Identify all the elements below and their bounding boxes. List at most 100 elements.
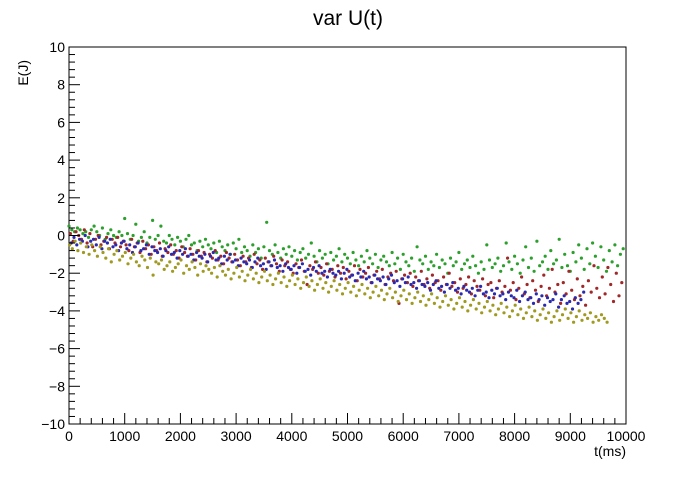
data-point-s4 xyxy=(560,313,565,317)
data-point-s3 xyxy=(147,252,151,256)
data-point-s1 xyxy=(287,245,291,249)
data-point-s3 xyxy=(364,277,368,281)
data-point-s3 xyxy=(200,256,204,260)
data-point-s4 xyxy=(154,260,158,264)
data-point-s2 xyxy=(130,237,134,241)
data-point-s3 xyxy=(559,298,564,302)
data-point-s4 xyxy=(535,318,540,322)
data-point-s4 xyxy=(310,279,314,283)
data-point-s4 xyxy=(196,273,200,277)
data-point-s1 xyxy=(295,258,299,262)
data-point-s2 xyxy=(141,239,145,243)
data-point-s3 xyxy=(359,275,363,279)
data-point-s3 xyxy=(253,260,257,264)
data-point-s1 xyxy=(273,243,277,247)
data-point-s3 xyxy=(91,237,96,241)
data-point-s1 xyxy=(284,252,288,256)
data-point-s3 xyxy=(178,249,182,253)
data-point-s2 xyxy=(467,275,471,279)
data-point-s4 xyxy=(421,294,425,298)
data-points xyxy=(67,216,625,324)
data-point-s2 xyxy=(533,288,538,292)
data-point-s4 xyxy=(315,282,319,287)
data-point-s2 xyxy=(347,269,351,273)
data-point-s3 xyxy=(509,294,513,298)
data-point-s2 xyxy=(313,260,318,264)
data-point-s1 xyxy=(410,256,414,260)
data-point-s3 xyxy=(306,267,310,271)
data-point-s3 xyxy=(292,264,296,268)
data-point-s4 xyxy=(477,301,481,305)
data-point-s1 xyxy=(162,239,166,243)
data-point-s4 xyxy=(555,309,559,313)
data-point-s4 xyxy=(118,258,122,262)
data-point-s1 xyxy=(362,260,366,264)
data-point-s3 xyxy=(345,267,349,271)
data-point-s3 xyxy=(289,267,293,271)
data-point-s1 xyxy=(306,252,311,256)
data-point-s2 xyxy=(180,245,184,249)
data-point-s4 xyxy=(513,303,517,307)
data-point-s4 xyxy=(494,313,498,317)
data-point-s2 xyxy=(578,294,582,298)
data-point-s3 xyxy=(501,292,505,296)
data-point-s1 xyxy=(237,237,241,241)
data-point-s2 xyxy=(592,264,596,268)
data-point-s2 xyxy=(166,250,170,255)
data-point-s1 xyxy=(334,254,338,258)
data-point-s2 xyxy=(464,282,468,287)
data-point-s1 xyxy=(164,241,169,245)
data-point-s1 xyxy=(596,265,600,270)
data-point-s4 xyxy=(418,299,423,304)
data-point-s3 xyxy=(570,307,575,311)
data-point-s1 xyxy=(474,264,478,268)
data-point-s3 xyxy=(456,286,460,290)
data-point-s3 xyxy=(451,281,455,285)
data-point-s1 xyxy=(532,269,536,273)
data-point-s2 xyxy=(472,279,476,283)
data-point-s4 xyxy=(193,265,197,270)
data-point-s1 xyxy=(602,258,606,262)
data-point-s1 xyxy=(318,249,322,253)
data-point-s3 xyxy=(554,292,558,296)
data-point-s2 xyxy=(581,284,585,288)
data-point-s2 xyxy=(531,279,535,283)
data-point-s3 xyxy=(197,254,201,258)
data-point-s1 xyxy=(482,267,486,271)
data-point-s3 xyxy=(395,279,399,283)
data-point-s1 xyxy=(404,260,408,264)
data-point-s3 xyxy=(526,298,530,302)
data-point-s1 xyxy=(443,262,447,266)
data-point-s2 xyxy=(584,303,588,307)
data-point-s4 xyxy=(254,271,258,275)
data-point-s2 xyxy=(299,258,304,262)
data-point-s1 xyxy=(343,252,347,256)
data-point-s4 xyxy=(288,279,292,283)
data-point-s3 xyxy=(217,256,221,260)
data-point-s3 xyxy=(208,254,213,258)
data-point-s4 xyxy=(346,281,350,285)
data-point-s4 xyxy=(182,271,186,275)
data-point-s4 xyxy=(109,260,113,264)
data-point-s3 xyxy=(133,245,137,249)
data-point-s1 xyxy=(301,247,305,251)
data-point-s3 xyxy=(378,279,382,283)
data-point-s3 xyxy=(72,235,76,239)
data-point-s4 xyxy=(416,290,420,294)
data-point-s2 xyxy=(570,288,574,292)
data-point-s2 xyxy=(514,298,518,302)
data-point-s4 xyxy=(443,294,448,298)
data-point-s1 xyxy=(117,230,121,234)
data-point-s3 xyxy=(373,273,377,277)
data-point-s1 xyxy=(345,256,350,260)
data-point-s2 xyxy=(274,262,279,266)
data-point-s3 xyxy=(270,264,274,268)
data-point-s1 xyxy=(203,237,208,241)
data-point-s3 xyxy=(337,269,341,273)
data-point-s1 xyxy=(579,256,584,260)
data-point-s1 xyxy=(304,256,308,260)
data-point-s3 xyxy=(518,299,522,304)
x-axis-label: t(ms) xyxy=(594,443,626,459)
data-point-s3 xyxy=(259,264,263,268)
